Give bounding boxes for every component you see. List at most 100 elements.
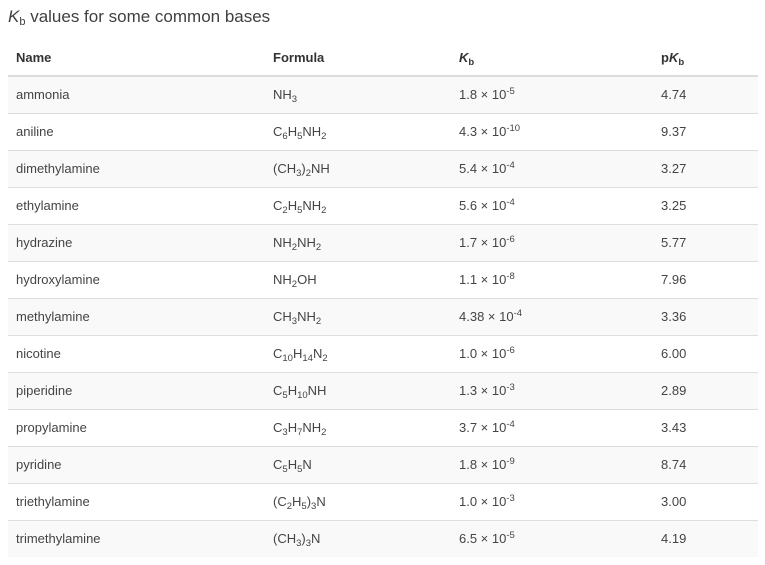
kb-cell: 4.3 × 10-10	[451, 112, 653, 150]
table-row: methylamine CH3NH2 4.38 × 10-4 3.36	[8, 297, 758, 335]
formula-text: N	[312, 346, 323, 361]
formula-subscript: 14	[302, 353, 313, 364]
formula-subscript: 2	[321, 131, 327, 142]
base-name-cell: hydroxylamine	[8, 260, 265, 298]
header-row: Name Formula Kb pKb	[8, 39, 758, 77]
kb-mantissa: 3.7 × 10	[459, 420, 507, 435]
kb-exponent: -8	[506, 271, 515, 282]
formula-subscript: 3	[311, 501, 317, 512]
formula-cell: NH3	[265, 75, 451, 113]
table-row: hydroxylamine NH2OH 1.1 × 10-8 7.96	[8, 260, 758, 298]
formula-subscript: 2	[286, 501, 293, 512]
formula-subscript: 2	[291, 242, 298, 253]
formula-subscript: 3	[291, 316, 298, 327]
formula-subscript: 5	[297, 131, 303, 142]
formula-text: NH	[297, 235, 316, 250]
base-name-cell: methylamine	[8, 297, 265, 335]
formula-subscript: 6	[282, 131, 288, 142]
formula-cell: NH2OH	[265, 260, 451, 298]
kb-exponent: -4	[513, 308, 523, 319]
table-row: dimethylamine (CH3)2NH 5.4 × 10-4 3.27	[8, 149, 758, 187]
formula-subscript: 5	[297, 205, 303, 216]
table-row: aniline C6H5NH2 4.3 × 10-10 9.37	[8, 112, 758, 150]
kb-cell: 1.8 × 10-9	[451, 445, 653, 483]
formula-subscript: 5	[297, 464, 303, 475]
table-row: trimethylamine (CH3)3N 6.5 × 10-5 4.19	[8, 519, 758, 557]
formula-text: NH	[307, 383, 327, 398]
kb-exponent: -3	[506, 382, 515, 393]
formula-text: (CH	[273, 531, 297, 547]
kb-cell: 5.4 × 10-4	[451, 149, 653, 187]
base-name-cell: dimethylamine	[8, 149, 265, 187]
table-row: hydrazine NH2NH2 1.7 × 10-6 5.77	[8, 223, 758, 261]
kb-exponent: -5	[506, 530, 515, 542]
kb-exponent: -4	[506, 197, 515, 208]
kb-exponent: -6	[506, 234, 515, 245]
formula-text: H	[287, 457, 298, 472]
table-row: ammonia NH3 1.8 × 10-5 4.74	[8, 75, 758, 113]
formula-text: (CH	[273, 161, 297, 176]
formula-cell: C5H5N	[265, 445, 451, 483]
formula-cell: C6H5NH2	[265, 112, 451, 150]
pkb-cell: 2.89	[653, 371, 758, 409]
table-row: ethylamine C2H5NH2 5.6 × 10-4 3.25	[8, 186, 758, 224]
table-caption: Kb values for some common bases	[8, 7, 271, 28]
formula-subscript: 5	[282, 390, 288, 401]
formula-text: NH	[273, 272, 292, 287]
kb-mantissa: 6.5 × 10	[459, 531, 507, 547]
formula-text: C	[273, 346, 283, 361]
kb-exponent: -9	[506, 456, 515, 467]
formula-subscript: 7	[297, 427, 303, 438]
pkb-cell: 4.19	[653, 519, 758, 557]
formula-text: N	[302, 457, 312, 472]
formula-text: C	[273, 124, 283, 139]
pkb-cell: 7.96	[653, 260, 758, 298]
base-name-cell: nicotine	[8, 334, 265, 372]
base-name-cell: hydrazine	[8, 223, 265, 261]
formula-text: H	[287, 420, 298, 435]
table-row: nicotine C10H14N2 1.0 × 10-6 6.00	[8, 334, 758, 372]
base-name-cell: piperidine	[8, 371, 265, 409]
formula-text: NH	[302, 420, 322, 435]
formula-subscript: 2	[305, 168, 312, 179]
pkb-cell: 3.25	[653, 186, 758, 224]
pkb-cell: 3.27	[653, 149, 758, 187]
table-body: ammonia NH3 1.8 × 10-5 4.74 aniline C6H5NH2 4.…	[8, 75, 758, 557]
table-row: propylamine C3H7NH2 3.7 × 10-4 3.43	[8, 408, 758, 446]
formula-cell: (C2H5)3N	[265, 482, 451, 520]
formula-text: C	[273, 420, 283, 435]
kb-exponent: -10	[506, 123, 521, 134]
kb-cell: 1.0 × 10-3	[451, 482, 653, 520]
kb-mantissa: 1.8 × 10	[459, 457, 507, 472]
formula-subscript: 2	[282, 205, 288, 216]
kb-mantissa: 4.3 × 10	[459, 124, 507, 139]
kb-cell: 5.6 × 10-4	[451, 186, 653, 224]
formula-text: H	[292, 494, 302, 509]
formula-cell: C10H14N2	[265, 334, 451, 372]
formula-text: NH	[297, 309, 316, 324]
formula-subscript: 10	[282, 353, 293, 364]
formula-text: H	[292, 346, 303, 361]
caption-text: values for some common bases	[25, 7, 271, 26]
pkb-cell: 9.37	[653, 112, 758, 150]
formula-subscript: 3	[296, 538, 302, 550]
formula-text: )	[306, 494, 312, 509]
pkb-cell: 5.77	[653, 223, 758, 261]
formula-subscript: 2	[315, 316, 322, 327]
base-name-cell: triethylamine	[8, 482, 265, 520]
base-name-cell: pyridine	[8, 445, 265, 483]
kb-mantissa: 1.0 × 10	[459, 494, 507, 509]
pkb-cell: 6.00	[653, 334, 758, 372]
base-name-cell: ethylamine	[8, 186, 265, 224]
formula-text: OH	[297, 272, 317, 287]
kb-cell: 4.38 × 10-4	[451, 297, 653, 335]
formula-cell: C5H10NH	[265, 371, 451, 409]
kb-mantissa: 1.0 × 10	[459, 346, 507, 361]
formula-subscript: 3	[305, 538, 312, 550]
formula-text: (C	[273, 494, 287, 509]
kb-mantissa: 1.3 × 10	[459, 383, 507, 398]
base-name-cell: propylamine	[8, 408, 265, 446]
header-pkb: pKb	[653, 39, 758, 77]
kb-cell: 1.3 × 10-3	[451, 371, 653, 409]
formula-subscript: 2	[321, 205, 327, 216]
